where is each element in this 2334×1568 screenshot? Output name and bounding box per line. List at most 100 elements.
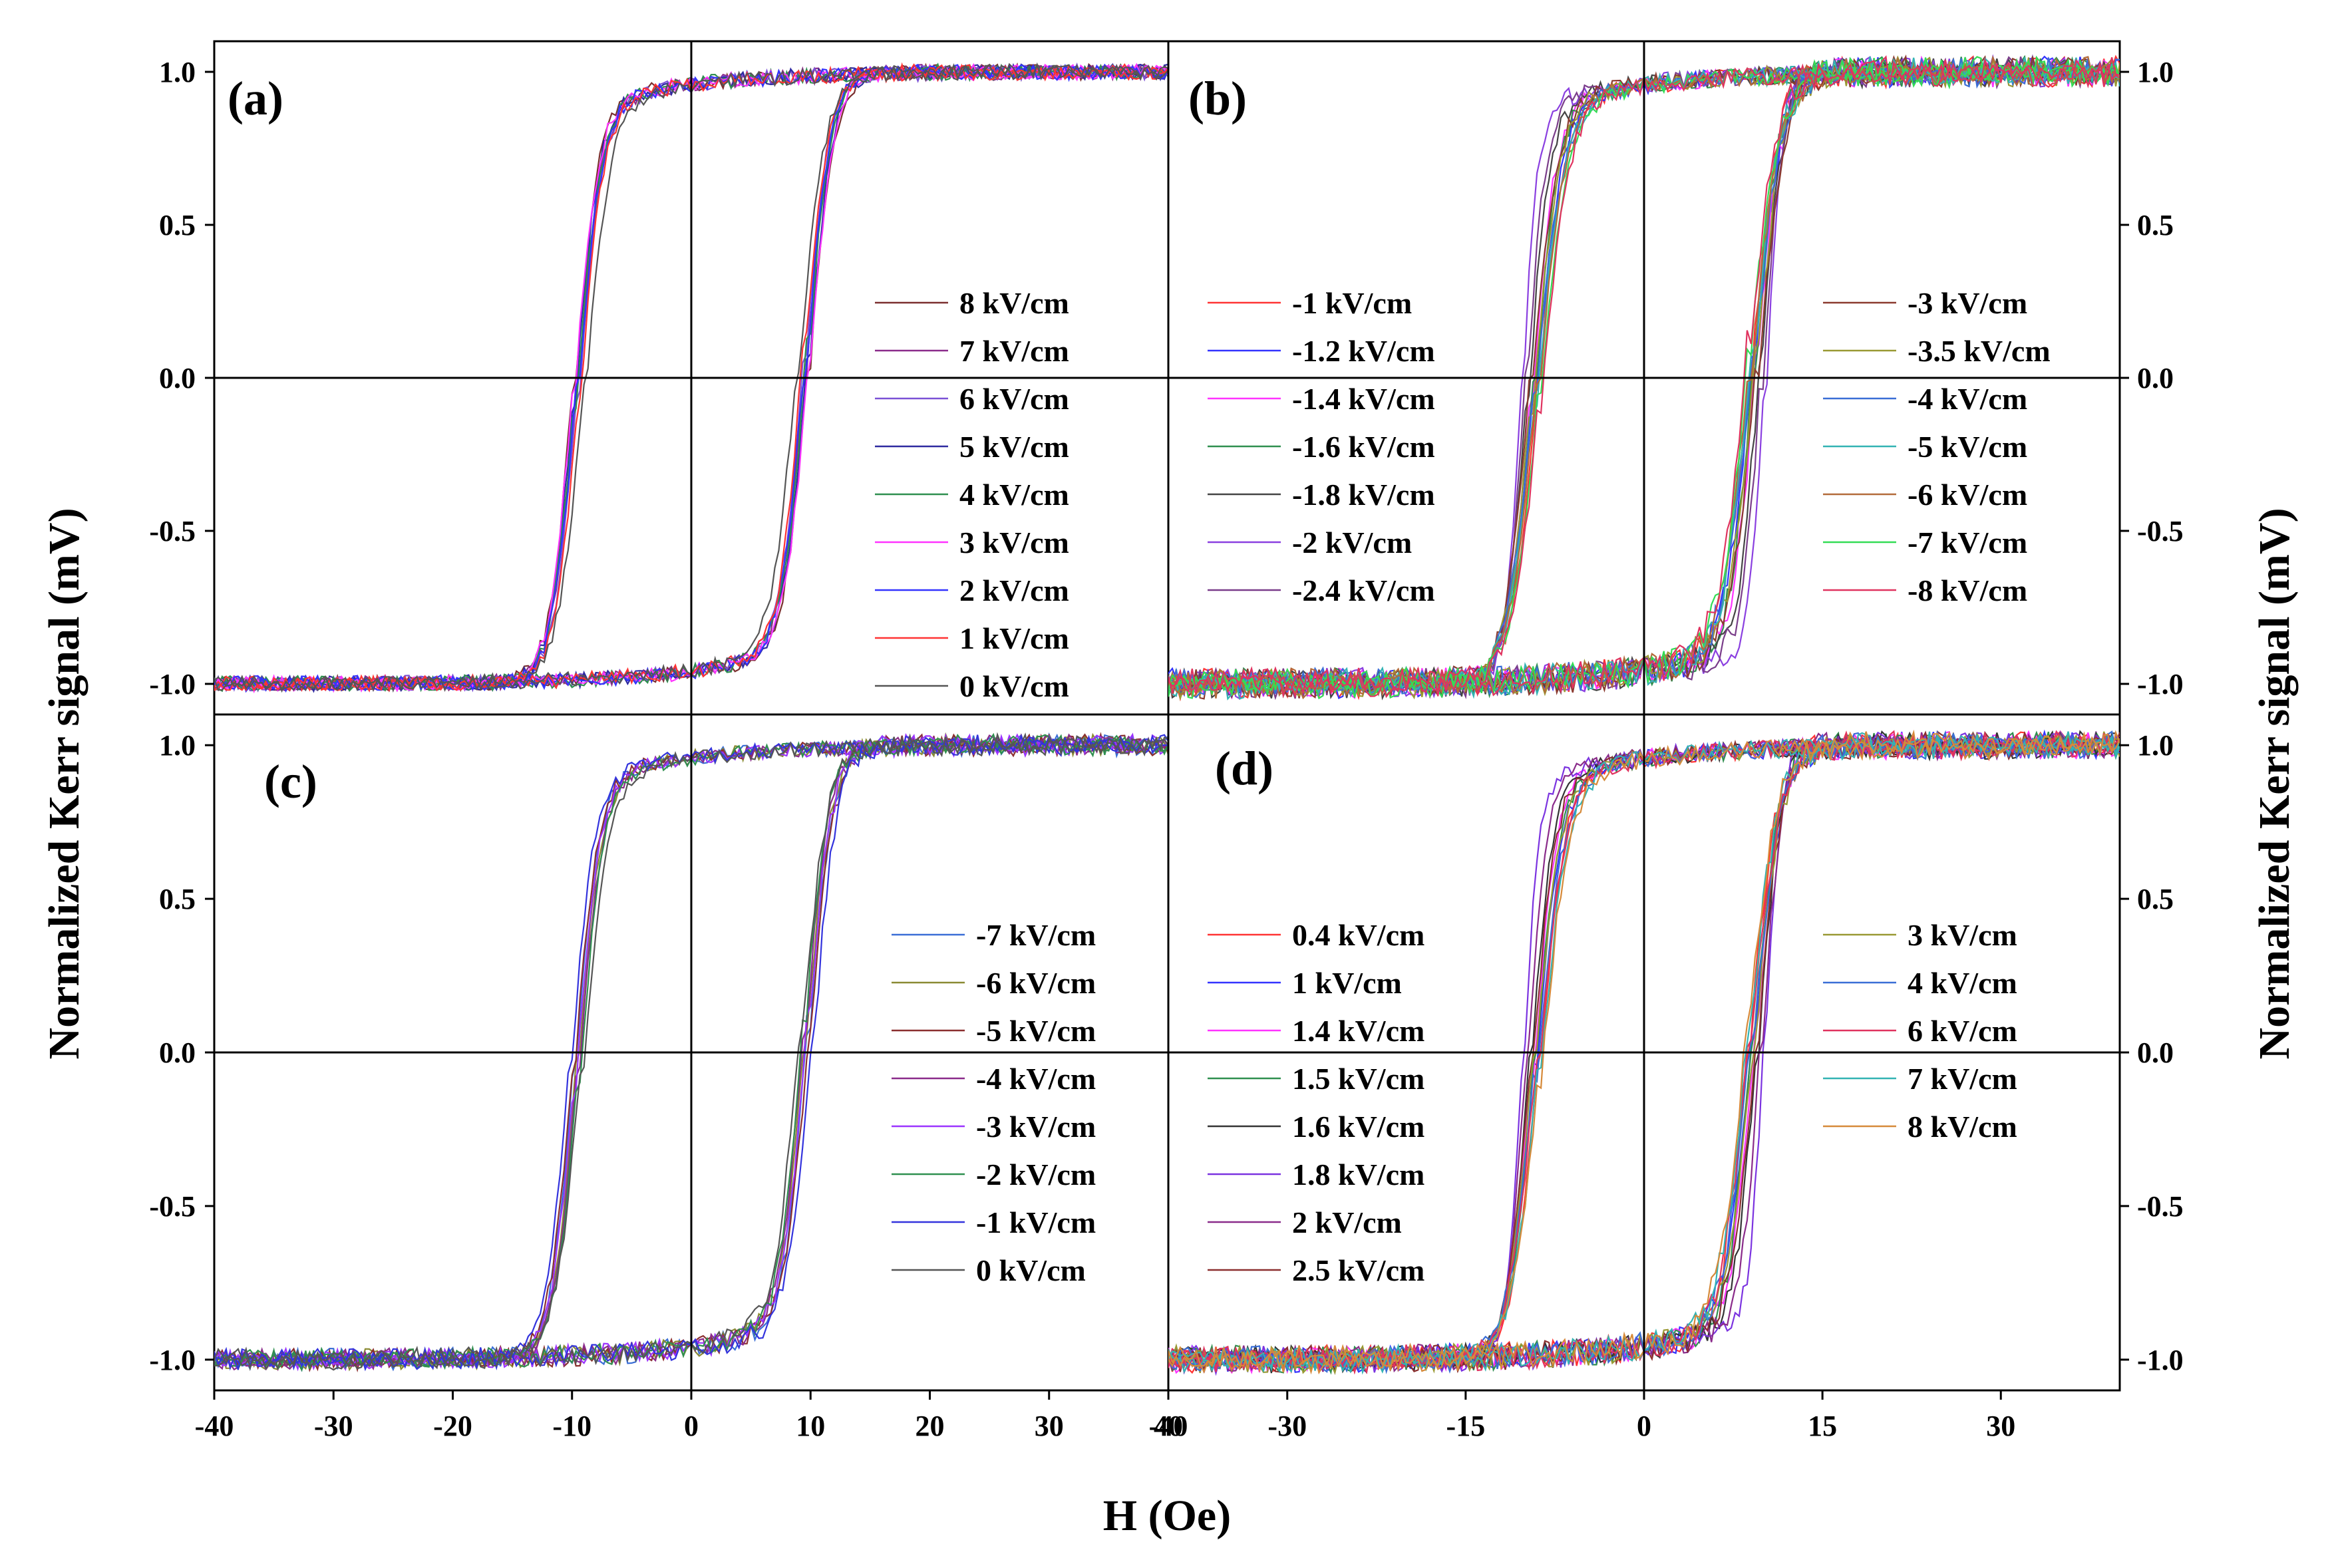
legend-label: 4 kV/cm <box>1908 966 2017 1000</box>
legend-label: 2 kV/cm <box>1292 1205 1402 1239</box>
series-line <box>1168 731 2120 1375</box>
legend-label: -7 kV/cm <box>1908 526 2027 559</box>
x-tick-label: 20 <box>916 1410 945 1442</box>
series-line <box>214 63 1168 693</box>
legend-c: -7 kV/cm -6 kV/cm -5 kV/cm -4 kV/cm -3 kV/cm… <box>892 918 1096 1287</box>
x-tick-label: 30 <box>1035 1410 1064 1442</box>
x-axis-title: H (Oe) <box>1103 1491 1231 1540</box>
y-tick-label: -0.5 <box>149 515 196 548</box>
legend-label: 7 kV/cm <box>959 334 1069 368</box>
x-tick-label: -30 <box>1267 1410 1307 1442</box>
series-line <box>214 62 1168 693</box>
panel-label-c: (c) <box>264 755 317 808</box>
legend-label: -1 kV/cm <box>1292 286 1412 320</box>
curves-d <box>1168 729 2120 1376</box>
panel-b: -1.0-0.50.00.51.0(b)-1 kV/cm-1.2 kV/cm-1… <box>1167 40 2184 716</box>
panel-d: -1.0 -0.5 0.0 0.5 1.0 -40 -30 -15 0 15 30 (d) 0.4 kV… <box>1149 713 2184 1442</box>
legend-label: 5 kV/cm <box>959 430 1069 464</box>
legend-label: 0 kV/cm <box>959 669 1069 703</box>
legend-label: -6 kV/cm <box>976 966 1096 1000</box>
panel-label-a: (a) <box>228 72 283 125</box>
y-tick-label: -0.5 <box>2137 1190 2184 1223</box>
x-tick-label: 10 <box>796 1410 825 1442</box>
x-tick-label: 40 <box>1154 1410 1183 1442</box>
y-tick-label: -1.0 <box>2137 668 2184 701</box>
y-tick-label: -1.0 <box>2137 1344 2184 1376</box>
y-tick-label: 0.0 <box>159 1036 196 1069</box>
y-tick-label: 0.5 <box>2137 209 2174 241</box>
legend-label: -2 kV/cm <box>1292 526 1412 559</box>
curves-b <box>1168 54 2120 702</box>
curves-a <box>214 62 1168 694</box>
panel-a: -1.0 -0.5 0.0 0.5 1.0 (a) 8 kV/cm 7 kV/cm 6 kV/c… <box>149 40 1170 716</box>
legend-label: -8 kV/cm <box>1908 573 2027 607</box>
x-tick-label: -40 <box>1149 1410 1188 1442</box>
series-line <box>1168 729 2120 1375</box>
legend-label: -1.4 kV/cm <box>1292 382 1435 416</box>
legend-label: 1 kV/cm <box>959 621 1069 655</box>
series-line <box>1168 730 2120 1375</box>
y-tick-label: -0.5 <box>2137 515 2184 548</box>
legend-label: 6 kV/cm <box>1908 1014 2017 1048</box>
series-line <box>214 732 1168 1372</box>
series-line <box>214 62 1168 693</box>
legend-label: 8 kV/cm <box>959 286 1069 320</box>
y-tick-label: -1.0 <box>149 668 196 701</box>
x-tick-label: -10 <box>552 1410 591 1442</box>
legend-label: 2.5 kV/cm <box>1292 1253 1424 1287</box>
y-tick-label: 1.0 <box>2137 56 2174 88</box>
series-line <box>1168 56 2120 701</box>
y-tick-label: 1.0 <box>159 56 196 88</box>
series-line <box>1168 57 2120 699</box>
legend-label: -5 kV/cm <box>976 1014 1096 1048</box>
legend-b: -1 kV/cm -1.2 kV/cm -1.4 kV/cm -1.6 kV/cm -1… <box>1208 286 2051 607</box>
legend-label: -3 kV/cm <box>976 1110 1096 1144</box>
legend-label: 2 kV/cm <box>959 573 1069 607</box>
y-tick-label: 0.5 <box>2137 883 2174 915</box>
series-line <box>214 734 1168 1372</box>
legend-label: 1.5 kV/cm <box>1292 1062 1424 1096</box>
legend-label: 0.4 kV/cm <box>1292 918 1424 952</box>
x-tick-label: 0 <box>1637 1410 1651 1442</box>
legend-label: -2 kV/cm <box>976 1158 1096 1191</box>
legend-label: -3 kV/cm <box>1908 286 2027 320</box>
x-tick-label: -20 <box>433 1410 472 1442</box>
y-tick-label: -0.5 <box>149 1190 196 1223</box>
legend-label: -5 kV/cm <box>1908 430 2027 464</box>
legend-label: 3 kV/cm <box>959 526 1069 559</box>
series-line <box>1168 55 2120 700</box>
y-tick-label: 0.0 <box>159 362 196 394</box>
y-axis-title-left: Normalized Kerr signal (mV) <box>40 508 88 1059</box>
y-tick-label: 0.0 <box>2137 362 2174 394</box>
legend-label: -1.6 kV/cm <box>1292 430 1435 464</box>
y-tick-label: 0.5 <box>159 209 196 241</box>
legend-label: 4 kV/cm <box>959 478 1069 512</box>
panel-label-b: (b) <box>1188 72 1247 125</box>
x-tick-label: -30 <box>314 1410 353 1442</box>
legend-label: 7 kV/cm <box>1908 1062 2017 1096</box>
y-tick-label: 0.0 <box>2137 1036 2174 1069</box>
legend-label: 3 kV/cm <box>1908 918 2017 952</box>
legend-label: -2.4 kV/cm <box>1292 573 1435 607</box>
series-line <box>1168 55 2120 700</box>
legend-label: -7 kV/cm <box>976 918 1096 952</box>
legend-label: -1 kV/cm <box>976 1205 1096 1239</box>
x-tick-label: -40 <box>195 1410 234 1442</box>
legend-d: 0.4 kV/cm 1 kV/cm 1.4 kV/cm 1.5 kV/cm 1.6 kV… <box>1208 918 2017 1287</box>
x-tick-label: 0 <box>684 1410 699 1442</box>
legend-label: 1.6 kV/cm <box>1292 1110 1424 1144</box>
legend-label: 6 kV/cm <box>959 382 1069 416</box>
legend-label: -1.8 kV/cm <box>1292 478 1435 512</box>
legend-label: -4 kV/cm <box>976 1062 1096 1096</box>
y-tick-label: -1.0 <box>149 1344 196 1376</box>
x-tick-label: 30 <box>1986 1410 2015 1442</box>
panel-c: -1.0 -0.5 0.0 0.5 1.0 -40 -30 -20 -10 0 10 20 30 40 (c… <box>149 713 1183 1442</box>
legend-label: 8 kV/cm <box>1908 1110 2017 1144</box>
legend-a: 8 kV/cm 7 kV/cm 6 kV/cm 5 kV/cm 4 kV/cm 3 kV/… <box>875 286 1069 703</box>
legend-label: 0 kV/cm <box>976 1253 1086 1287</box>
legend-label: -1.2 kV/cm <box>1292 334 1435 368</box>
legend-label: 1.4 kV/cm <box>1292 1014 1424 1048</box>
legend-label: 1.8 kV/cm <box>1292 1158 1424 1191</box>
legend-label: -3.5 kV/cm <box>1908 334 2051 368</box>
